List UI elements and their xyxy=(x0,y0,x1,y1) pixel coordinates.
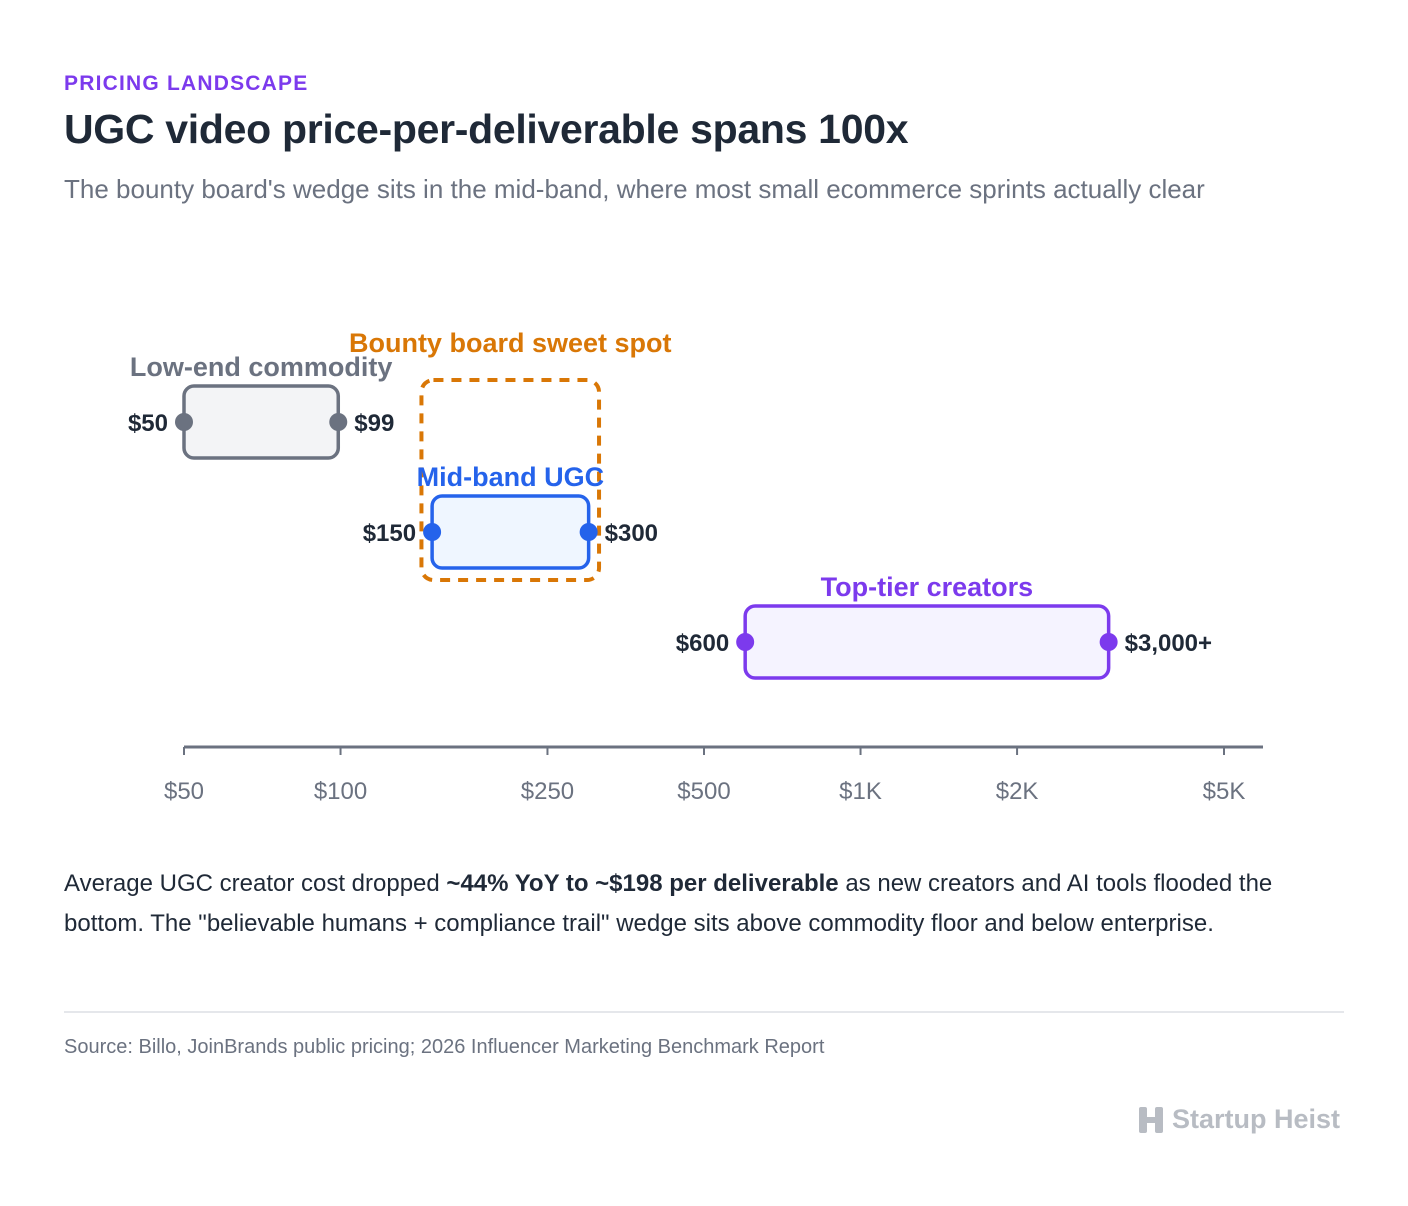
price-range-chart: Bounty board sweet spot Low-end commodit… xyxy=(128,328,1263,805)
range-bar-low-end-commodity xyxy=(182,384,341,460)
x-axis-tick-label: $500 xyxy=(677,778,730,805)
x-axis-tick-label: $5K xyxy=(1203,778,1246,805)
chart-subtitle: The bounty board's wedge sits in the mid… xyxy=(64,174,1205,204)
h-logo-icon xyxy=(1138,1106,1163,1133)
range-min-label-top-tier-creators: $600 xyxy=(676,630,729,657)
range-label-mid-band-ugc: Mid-band UGC xyxy=(417,462,604,492)
narrative-bold: ~44% YoY to ~$198 per deliverable xyxy=(446,870,839,897)
narrative-after: as new creators and AI tools flooded the… xyxy=(64,870,1273,937)
range-bar-mid-band-ugc xyxy=(430,494,591,570)
sweet-spot-highlight xyxy=(419,378,602,582)
range-max-label-top-tier-creators: $3,000+ xyxy=(1125,630,1212,657)
range-bar-top-tier-creators xyxy=(743,604,1111,680)
eyebrow: PRICING LANDSCAPE xyxy=(64,72,309,95)
source-note: Source: Billo, JoinBrands public pricing… xyxy=(64,1036,825,1058)
x-axis-tick-label: $1K xyxy=(839,778,882,805)
range-label-low-end-commodity: Low-end commodity xyxy=(130,352,393,382)
chart-title: UGC video price-per-deliverable spans 10… xyxy=(64,106,909,152)
range-min-point-low-end-commodity xyxy=(175,413,193,431)
divider xyxy=(64,1011,1344,1013)
narrative-text: Average UGC creator cost dropped ~44% Yo… xyxy=(64,864,1354,944)
sweet-spot-label: Bounty board sweet spot xyxy=(349,328,672,358)
range-min-point-top-tier-creators xyxy=(736,633,755,651)
x-axis-tick-label: $50 xyxy=(164,778,204,805)
brand-name: Startup Heist xyxy=(1171,1104,1340,1134)
range-max-point-low-end-commodity xyxy=(329,413,348,431)
range-max-label-mid-band-ugc: $300 xyxy=(605,520,658,547)
x-axis-tick-label: $2K xyxy=(996,778,1039,805)
brand-logo: Startup Heist xyxy=(1138,1104,1340,1135)
range-label-top-tier-creators: Top-tier creators xyxy=(821,572,1034,602)
narrative-before: Average UGC creator cost dropped xyxy=(64,870,447,897)
range-min-label-mid-band-ugc: $150 xyxy=(363,520,416,547)
range-max-point-mid-band-ugc xyxy=(579,523,598,541)
x-axis-tick-label: $100 xyxy=(314,778,367,805)
x-axis-tick-label: $250 xyxy=(521,778,574,805)
range-min-label-low-end-commodity: $50 xyxy=(128,410,168,437)
range-max-point-top-tier-creators xyxy=(1099,633,1118,651)
range-min-point-mid-band-ugc xyxy=(423,523,442,541)
range-max-label-low-end-commodity: $99 xyxy=(354,410,394,437)
